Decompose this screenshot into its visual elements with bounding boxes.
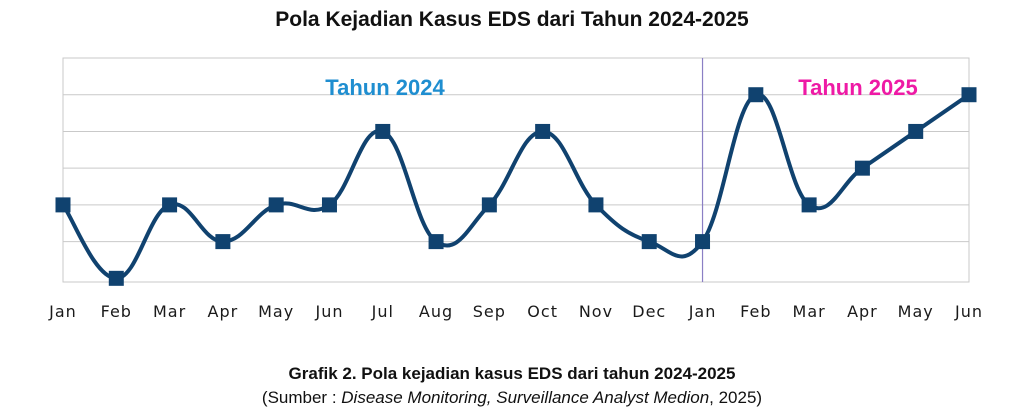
data-point	[908, 123, 924, 139]
data-point	[215, 234, 231, 250]
data-point	[321, 197, 337, 213]
data-point	[535, 123, 551, 139]
data-point	[695, 234, 711, 250]
data-point	[801, 197, 817, 213]
data-point	[375, 123, 391, 139]
series-path	[61, 92, 971, 281]
annotation-label: Tahun 2024	[325, 75, 445, 100]
x-tick-label: Jun	[954, 302, 983, 321]
data-point	[588, 197, 604, 213]
data-point	[748, 87, 764, 103]
x-tick-label: Jan	[688, 302, 717, 321]
annotation-label: Tahun 2025	[798, 75, 917, 100]
data-point	[854, 160, 870, 176]
data-point	[641, 234, 657, 250]
x-tick-label: Apr	[847, 302, 878, 321]
x-tick-label: Mar	[793, 302, 826, 321]
x-tick-label: May	[258, 302, 294, 321]
x-tick-label: Feb	[101, 302, 132, 321]
source-suffix: , 2025)	[709, 388, 763, 407]
data-point	[55, 197, 71, 213]
annotations: Tahun 2024 Tahun 2025	[325, 75, 917, 100]
chart-title: Pola Kejadian Kasus EDS dari Tahun 2024-…	[275, 8, 749, 31]
figure-source: (Sumber : Disease Monitoring, Surveillan…	[0, 388, 1024, 408]
data-point	[108, 270, 124, 286]
x-tick-label: Jul	[371, 302, 394, 321]
plot-frame	[62, 57, 970, 283]
x-tick-label: Aug	[419, 302, 453, 321]
x-axis-ticks: Jan Feb Mar Apr May Jun Jul Aug Sep Oct Nov Dec Jan F…	[48, 302, 983, 321]
data-point	[961, 87, 977, 103]
source-italic: Disease Monitoring, Surveillance Analyst…	[341, 388, 710, 407]
line-chart: Tahun 2024 Tahun 2025 Jan Feb Mar Apr May Jun J…	[48, 57, 983, 321]
x-tick-label: Nov	[579, 302, 613, 321]
data-point	[268, 197, 284, 213]
x-tick-label: Apr	[208, 302, 239, 321]
x-tick-label: Sep	[473, 302, 506, 321]
x-tick-label: Mar	[153, 302, 186, 321]
x-tick-label: Jan	[48, 302, 77, 321]
x-tick-label: Feb	[740, 302, 771, 321]
series-line	[61, 92, 971, 281]
figure-caption: Grafik 2. Pola kejadian kasus EDS dari t…	[288, 364, 736, 383]
data-point	[428, 234, 444, 250]
x-tick-label: May	[898, 302, 934, 321]
x-tick-label: Dec	[632, 302, 666, 321]
x-tick-label: Oct	[527, 302, 558, 321]
data-point	[481, 197, 497, 213]
data-markers	[55, 87, 977, 286]
data-point	[162, 197, 178, 213]
x-tick-label: Jun	[314, 302, 343, 321]
grid-lines	[62, 57, 970, 283]
source-prefix: (Sumber :	[261, 388, 342, 407]
